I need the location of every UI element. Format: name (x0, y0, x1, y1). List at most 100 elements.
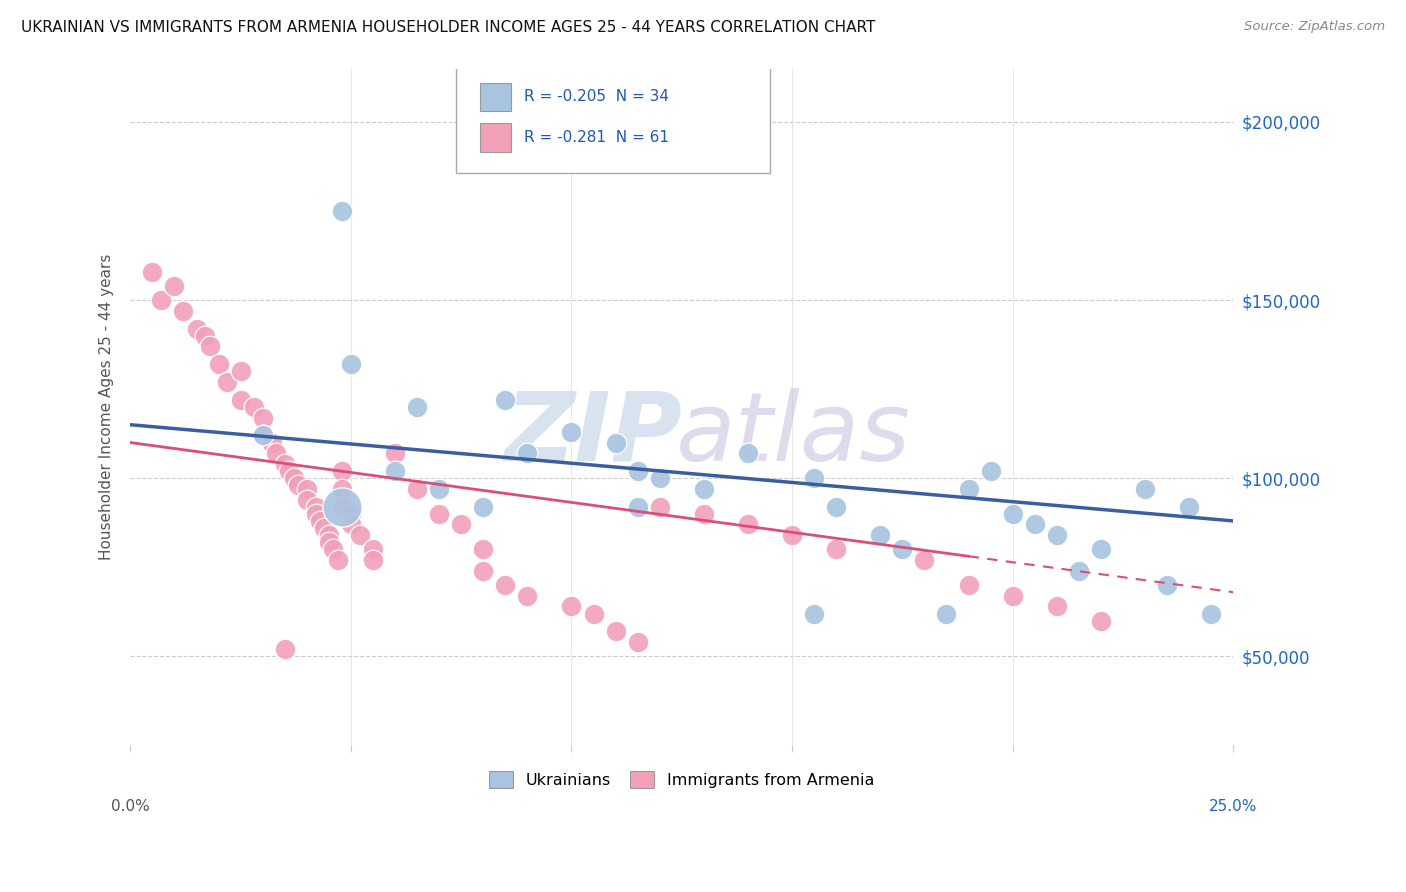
Point (330, 482, 353, 496)
Point (384, 446, 406, 460)
Point (1001, 507, 1024, 521)
Point (1046, 599, 1069, 614)
Point (314, 521, 336, 535)
Point (957, 482, 980, 496)
Point (406, 482, 429, 496)
Point (361, 542, 384, 557)
Text: atlas: atlas (675, 387, 910, 481)
Point (309, 514, 332, 528)
Point (340, 357, 363, 371)
Point (427, 482, 450, 496)
Point (252, 410, 274, 425)
Point (472, 564, 495, 578)
Point (912, 553, 935, 567)
Point (361, 553, 384, 567)
Point (322, 542, 344, 557)
Point (869, 528, 891, 542)
Point (450, 517, 472, 532)
Point (186, 321, 208, 335)
Point (217, 375, 239, 389)
Point (582, 607, 605, 621)
Point (560, 599, 582, 614)
Point (1067, 564, 1090, 578)
Point (737, 446, 759, 460)
Point (1001, 589, 1024, 603)
Point (737, 517, 759, 532)
Text: UKRAINIAN VS IMMIGRANTS FROM ARMENIA HOUSEHOLDER INCOME AGES 25 - 44 YEARS CORRE: UKRAINIAN VS IMMIGRANTS FROM ARMENIA HOU… (21, 20, 876, 35)
Point (1178, 500, 1201, 514)
Point (627, 500, 650, 514)
Point (825, 542, 848, 557)
Point (825, 500, 848, 514)
Point (1090, 542, 1112, 557)
Point (198, 339, 221, 353)
Point (605, 435, 627, 450)
Point (1046, 528, 1069, 542)
Point (326, 553, 349, 567)
Point (516, 446, 538, 460)
Point (330, 500, 353, 514)
Point (627, 635, 650, 649)
Point (384, 464, 406, 478)
Point (141, 264, 163, 278)
Point (935, 607, 957, 621)
Point (150, 293, 173, 307)
Point (287, 478, 309, 492)
Point (349, 528, 371, 542)
Point (1133, 482, 1156, 496)
Text: 25.0%: 25.0% (1209, 798, 1257, 814)
Text: R = -0.205  N = 34: R = -0.205 N = 34 (524, 89, 669, 104)
Point (330, 500, 353, 514)
Text: R = -0.281  N = 61: R = -0.281 N = 61 (524, 130, 669, 145)
Point (891, 542, 914, 557)
Point (627, 464, 650, 478)
FancyBboxPatch shape (456, 62, 770, 173)
Point (304, 507, 326, 521)
Point (494, 392, 516, 407)
Point (252, 428, 274, 442)
Y-axis label: Householder Income Ages 25 - 44 years: Householder Income Ages 25 - 44 years (100, 253, 114, 560)
Point (163, 278, 186, 293)
Point (803, 471, 825, 485)
Point (340, 517, 363, 532)
Point (264, 446, 287, 460)
Point (330, 464, 353, 478)
Point (560, 425, 582, 439)
Point (340, 507, 363, 521)
Point (304, 500, 326, 514)
Point (194, 328, 217, 343)
Point (274, 642, 297, 657)
Point (494, 578, 516, 592)
Point (803, 607, 825, 621)
Point (648, 500, 671, 514)
Point (648, 471, 671, 485)
Point (295, 482, 318, 496)
Point (957, 578, 980, 592)
Point (295, 492, 318, 507)
Point (427, 507, 450, 521)
Point (516, 589, 538, 603)
Legend: Ukrainians, Immigrants from Armenia: Ukrainians, Immigrants from Armenia (482, 764, 880, 795)
Point (229, 364, 252, 378)
Point (274, 457, 297, 471)
Point (252, 428, 274, 442)
Text: Source: ZipAtlas.com: Source: ZipAtlas.com (1244, 20, 1385, 33)
Text: ZIP: ZIP (505, 387, 682, 481)
Point (693, 507, 716, 521)
Point (1199, 607, 1222, 621)
Point (318, 528, 340, 542)
Point (780, 528, 803, 542)
Bar (479, 123, 510, 152)
Point (1156, 578, 1178, 592)
Point (172, 303, 194, 318)
Point (406, 400, 429, 414)
Point (278, 464, 301, 478)
Point (472, 542, 495, 557)
Point (283, 471, 305, 485)
Point (229, 392, 252, 407)
Point (1024, 517, 1046, 532)
Point (330, 204, 353, 219)
Point (605, 624, 627, 639)
Point (260, 435, 283, 450)
Text: 0.0%: 0.0% (111, 798, 149, 814)
